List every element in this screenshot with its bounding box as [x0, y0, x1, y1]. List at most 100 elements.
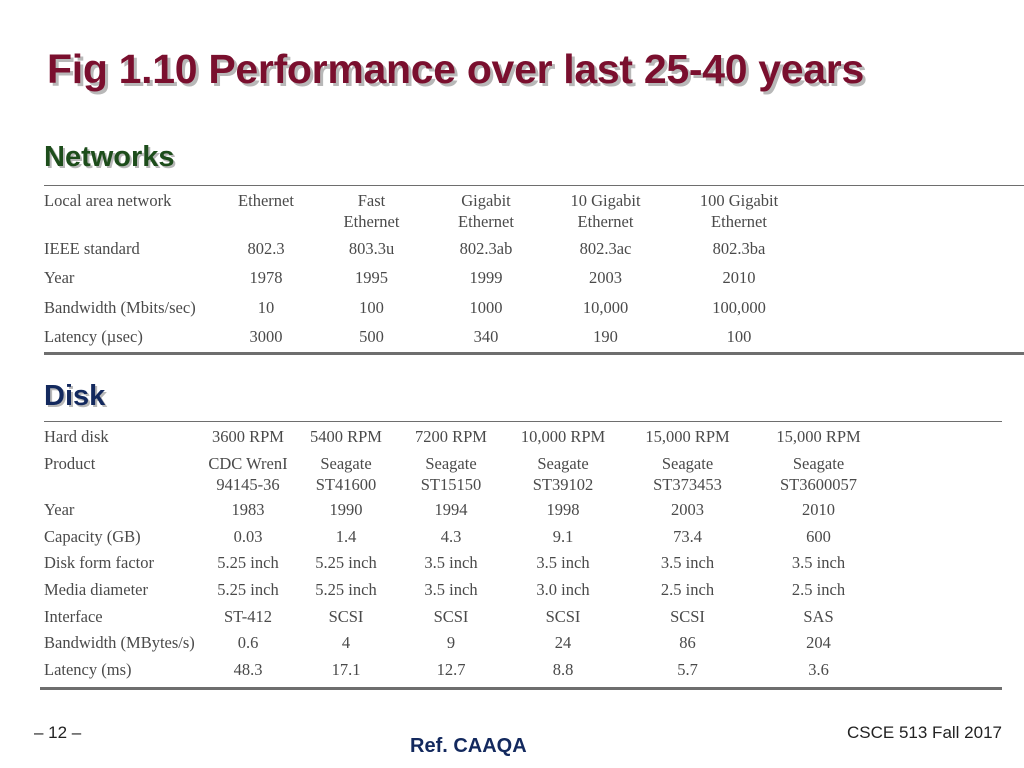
table-cell: 1000	[469, 297, 503, 317]
table-cell: 1990	[329, 500, 363, 519]
table-cell: 3.5 inch	[424, 580, 478, 600]
row-label: Bandwidth (MBytes/s)	[44, 633, 195, 653]
table-row: Product CDC WrenI 94145-36 Seagate ST41600…	[44, 453, 884, 499]
table-cell: 1999	[469, 268, 503, 288]
table-cell: 24	[554, 633, 572, 653]
row-label: Latency (ms)	[44, 660, 132, 680]
table-cell: Fast Ethernet	[343, 191, 400, 231]
networks-bottom-rule	[44, 352, 1024, 355]
table-cell: 100,000	[712, 297, 766, 317]
table-cell: CDC WrenI 94145-36	[208, 454, 288, 494]
table-cell: 500	[359, 326, 384, 346]
table-cell: 73.4	[673, 526, 702, 546]
table-cell: 2010	[722, 268, 756, 288]
networks-heading: Networks	[44, 141, 175, 173]
table-cell: 17.1	[331, 660, 361, 680]
table-cell: 802.3ab	[459, 239, 513, 258]
disk-table: Hard disk 3600 RPM 5400 RPM 7200 RPM 10,…	[44, 426, 884, 686]
table-cell: 2.5 inch	[660, 580, 715, 600]
table-cell: 190	[593, 326, 618, 346]
table-row: Disk form factor 5.25 inch 5.25 inch 3.5…	[44, 552, 884, 579]
table-row: IEEE standard 802.3 803.3u 802.3ab 802.3…	[44, 238, 804, 267]
table-cell: 5400 RPM	[310, 427, 382, 446]
course-label: CSCE 513 Fall 2017	[847, 723, 1002, 742]
table-cell: 5.7	[677, 660, 698, 680]
table-cell: 204	[806, 633, 831, 653]
table-cell: 3000	[249, 326, 283, 346]
table-cell: Local area network	[44, 191, 172, 210]
table-cell: Seagate ST373453	[653, 454, 722, 494]
table-cell: 10 Gigabit Ethernet	[570, 191, 641, 231]
table-cell: Gigabit Ethernet	[458, 191, 514, 231]
table-cell: 2.5 inch	[791, 580, 846, 600]
table-cell: 2010	[802, 500, 835, 519]
table-cell: 1983	[231, 500, 265, 519]
table-cell: 2003	[671, 500, 704, 519]
table-cell: 802.3	[247, 239, 285, 258]
table-cell: 3.5 inch	[660, 553, 715, 573]
row-label: Bandwidth (Mbits/sec)	[44, 297, 196, 317]
row-label: Media diameter	[44, 580, 148, 600]
table-cell: 5.25 inch	[315, 553, 377, 573]
table-cell: 100	[726, 326, 752, 346]
reference-label: Ref. CAAQA	[410, 735, 527, 757]
table-cell: 600	[806, 526, 831, 546]
table-cell: SCSI	[328, 606, 364, 626]
table-cell: 4.3	[440, 526, 462, 546]
row-label: Interface	[44, 606, 103, 626]
table-cell: 48.3	[233, 660, 263, 680]
table-cell: 4	[341, 633, 351, 653]
table-cell: 10,000	[582, 297, 629, 317]
table-row: Year 1978 1995 1999 2003 2010	[44, 267, 804, 296]
table-row: Media diameter 5.25 inch 5.25 inch 3.5 i…	[44, 579, 884, 606]
page-number: – 12 –	[34, 723, 82, 742]
row-label: IEEE standard	[44, 239, 140, 258]
table-cell: 9	[446, 633, 456, 653]
table-cell: 3.0 inch	[536, 580, 590, 600]
table-cell: ST-412	[224, 606, 272, 626]
table-cell: 340	[473, 326, 499, 346]
table-cell: 1995	[355, 268, 388, 288]
table-cell: 7200 RPM	[415, 427, 487, 446]
table-cell: 3.5 inch	[791, 553, 846, 573]
table-cell: 1998	[546, 500, 580, 519]
table-cell: 1994	[434, 500, 468, 519]
table-cell: Ethernet	[238, 191, 294, 210]
disk-bottom-rule	[40, 687, 1002, 690]
table-cell: Seagate ST41600	[315, 454, 377, 494]
table-cell: 802.3ac	[579, 239, 632, 258]
table-row: Interface ST-412 SCSI SCSI SCSI SCSI SAS	[44, 606, 884, 633]
table-cell: 10	[257, 297, 275, 317]
table-cell: 12.7	[436, 660, 466, 680]
row-label: Disk form factor	[44, 553, 154, 573]
row-label: Capacity (GB)	[44, 526, 141, 546]
table-cell: 0.6	[237, 633, 259, 653]
row-label: Year	[44, 500, 75, 519]
table-cell: 3.6	[808, 660, 829, 680]
table-cell: 15,000 RPM	[645, 427, 730, 446]
row-label: Year	[44, 268, 75, 288]
table-cell: 3.5 inch	[424, 553, 478, 573]
table-row: Bandwidth (Mbits/sec) 10 100 1000 10,000…	[44, 297, 804, 326]
table-cell: 8.8	[552, 660, 574, 680]
table-cell: Seagate ST39102	[532, 454, 594, 494]
table-cell: Seagate ST3600057	[779, 454, 857, 494]
table-cell: 5.25 inch	[217, 580, 279, 600]
table-row: Year 1983 1990 1994 1998 2003 2010	[44, 499, 884, 526]
table-cell: SAS	[803, 606, 834, 626]
disk-top-rule	[44, 421, 1002, 422]
table-cell: 802.3ba	[712, 239, 766, 258]
table-cell: 1978	[249, 268, 283, 288]
table-cell: 10,000 RPM	[520, 427, 606, 446]
table-row: Latency (µsec) 3000 500 340 190 100	[44, 326, 804, 355]
table-row: Capacity (GB) 0.03 1.4 4.3 9.1 73.4 600	[44, 526, 884, 553]
row-label: Product	[44, 454, 96, 473]
disk-header-row: Hard disk 3600 RPM 5400 RPM 7200 RPM 10,…	[44, 426, 884, 453]
table-cell: 5.25 inch	[217, 553, 279, 573]
table-cell: 15,000 RPM	[776, 427, 861, 446]
table-cell: 2003	[589, 268, 622, 288]
networks-header-row: Local area network Ethernet Fast Ethernet…	[44, 190, 804, 238]
table-row: Bandwidth (MBytes/s) 0.6 4 9 24 86 204	[44, 632, 884, 659]
table-cell: 803.3u	[348, 239, 395, 258]
table-cell: Hard disk	[44, 427, 109, 446]
